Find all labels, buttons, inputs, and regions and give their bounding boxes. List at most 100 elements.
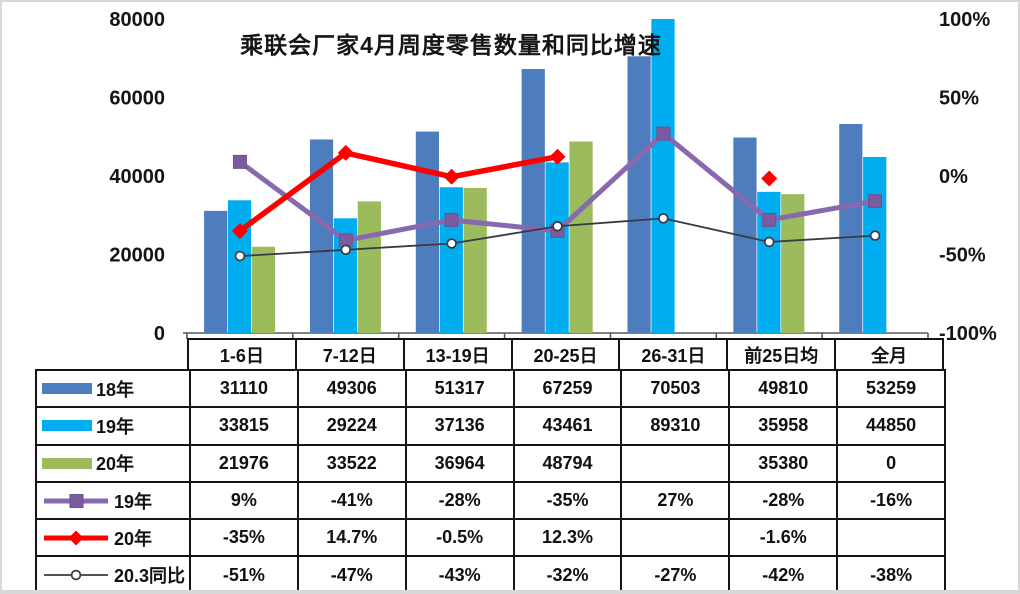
bar <box>357 201 381 333</box>
left-axis-tick-label: 20000 <box>109 245 165 267</box>
bar <box>569 141 593 333</box>
line-segment <box>237 150 349 234</box>
value-cell: 35380 <box>728 443 839 483</box>
value-cell: 0 <box>836 443 947 483</box>
value-cell: 36964 <box>404 443 515 483</box>
value-cell: 37136 <box>404 406 515 446</box>
value-cell: 31110 <box>189 368 299 409</box>
bar-series-18年 <box>204 56 863 333</box>
value-cell: -1.6% <box>728 518 839 558</box>
legend-label: 19年 <box>114 491 153 512</box>
table-header-cell: 1-6日 <box>187 338 297 371</box>
line-segment <box>768 234 876 243</box>
legend-cell: 19年 <box>35 406 191 446</box>
table-row: 20.3同比 -51% -47% -43% -32% -27% -42% -38% <box>35 555 947 590</box>
legend-cell: 18年 <box>35 368 191 409</box>
value-cell: 44850 <box>836 406 947 446</box>
value-cell: -38% <box>836 555 947 590</box>
bar <box>204 210 228 333</box>
value-cell: 48794 <box>512 443 623 483</box>
circle-marker <box>234 250 246 262</box>
value-cell: -43% <box>404 555 515 590</box>
table-row: 20年 21976 33522 36964 48794 35380 0 <box>35 443 947 483</box>
table-header-cell: 全月 <box>834 338 945 371</box>
data-table: 18年 31110 49306 51317 67259 70503 49810 53259 19… <box>35 368 947 590</box>
value-cell: -35% <box>512 480 623 521</box>
right-axis-tick-label: 100% <box>939 9 990 31</box>
bar <box>863 156 887 333</box>
value-cell: -47% <box>296 555 407 590</box>
value-cell <box>620 443 731 483</box>
line-segment <box>660 131 772 223</box>
value-cell: 89310 <box>620 406 731 446</box>
left-axis-tick-label: 0 <box>154 323 165 345</box>
left-axis-tick-label: 60000 <box>109 88 165 110</box>
value-cell: 33815 <box>189 406 299 446</box>
bar <box>839 123 863 333</box>
line-series-19年 <box>232 126 883 248</box>
legend-bar-swatch <box>42 383 92 395</box>
value-cell: 35958 <box>728 406 839 446</box>
line-segment <box>555 131 666 234</box>
table-row: 19年 33815 29224 37136 43461 89310 35958 44850 <box>35 406 947 446</box>
value-cell: 51317 <box>404 368 515 409</box>
diamond-marker <box>337 144 354 161</box>
legend-cell: 19年 <box>35 480 191 521</box>
circle-marker <box>869 230 881 241</box>
table-header-cell: 20-25日 <box>510 338 621 371</box>
bar <box>627 56 651 333</box>
value-cell: 67259 <box>512 368 623 409</box>
legend-label: 20年 <box>96 454 135 475</box>
value-cell: 43461 <box>512 406 623 446</box>
value-cell: 53259 <box>836 368 947 409</box>
value-cell: -35% <box>189 518 299 558</box>
legend-cell: 20年 <box>35 443 191 483</box>
left-axis-tick-label: 80000 <box>109 9 165 31</box>
line-segment <box>556 217 665 228</box>
value-cell: -28% <box>728 480 839 521</box>
bar <box>781 194 805 333</box>
value-cell: -28% <box>404 480 515 521</box>
bar <box>463 187 487 333</box>
square-marker <box>762 212 777 227</box>
bar <box>415 131 439 333</box>
line-segment <box>766 198 878 223</box>
legend-line-swatch <box>44 493 108 508</box>
right-axis-tick-label: 0% <box>939 166 968 188</box>
right-axis-tick-label: 50% <box>939 88 979 110</box>
legend-line-swatch <box>44 569 108 581</box>
square-marker <box>656 126 671 141</box>
value-cell: 9% <box>189 480 299 521</box>
diamond-marker <box>549 148 566 165</box>
circle-marker <box>763 236 775 248</box>
table-header-cell: 7-12日 <box>294 338 405 371</box>
value-cell: -0.5% <box>404 518 515 558</box>
value-cell <box>620 518 731 558</box>
legend-cell: 20年 <box>35 518 191 558</box>
table-header: 1-6日 7-12日 13-19日 20-25日 26-31日 前25日均 全月 <box>187 338 945 371</box>
value-cell: -51% <box>189 555 299 590</box>
line-segment <box>343 150 455 180</box>
value-cell: -42% <box>728 555 839 590</box>
diamond-marker <box>231 222 248 239</box>
line-segment <box>344 242 453 251</box>
diamond-marker <box>761 170 778 187</box>
line-series-20.3同比 <box>234 213 881 262</box>
value-cell: -32% <box>512 555 623 590</box>
value-cell: 33522 <box>296 443 407 483</box>
chart-title: 乘联会厂家4月周度零售数量和同比增速 <box>240 32 662 58</box>
line-segment <box>343 217 455 243</box>
value-cell: 70503 <box>620 368 731 409</box>
value-cell <box>836 518 947 558</box>
legend-label: 18年 <box>96 379 135 400</box>
table-row: 20年 -35% 14.7% -0.5% 12.3% -1.6% <box>35 518 947 558</box>
legend-label: 19年 <box>96 416 135 437</box>
table-header-cell: 前25日均 <box>726 338 837 371</box>
line-segment <box>450 225 559 245</box>
circle-marker <box>658 213 669 224</box>
value-cell: -16% <box>836 480 947 521</box>
legend-line-swatch <box>44 530 108 546</box>
legend-bar-swatch <box>42 457 92 469</box>
table-row: 19年 9% -41% -28% -35% 27% -28% -16% <box>35 480 947 521</box>
